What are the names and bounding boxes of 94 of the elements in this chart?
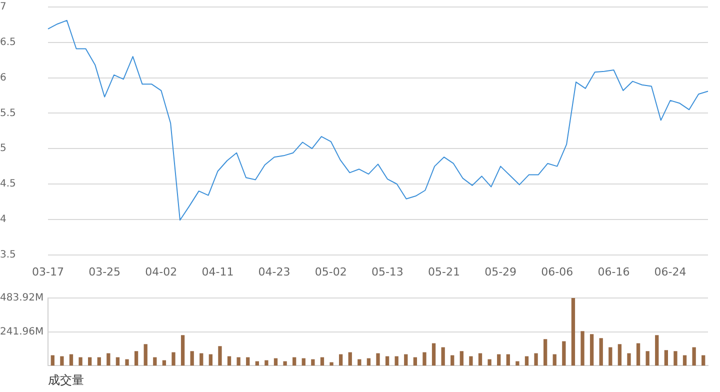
- bar: [534, 353, 538, 366]
- bar: [78, 357, 82, 366]
- bar: [50, 355, 54, 366]
- bar: [571, 298, 576, 366]
- bar: [338, 354, 343, 366]
- bar: [394, 356, 398, 366]
- bar: [208, 354, 213, 366]
- bar: [153, 357, 157, 366]
- y-tick-label: 4: [0, 214, 6, 225]
- bar: [636, 343, 640, 366]
- bar: [330, 362, 334, 366]
- y-tick-label: 7: [0, 2, 6, 13]
- bar: [246, 357, 250, 366]
- bar: [627, 353, 631, 366]
- x-tick-label: 04-02: [145, 265, 178, 278]
- x-tick-label: 05-02: [314, 265, 347, 278]
- bar: [450, 355, 454, 366]
- bar: [580, 331, 584, 366]
- bar: [106, 353, 110, 366]
- y-tick-label: 241.96M: [0, 326, 44, 338]
- bar: [302, 358, 306, 366]
- x-tick-label: 06-24: [654, 265, 686, 278]
- bar: [190, 351, 194, 366]
- bar: [144, 344, 148, 366]
- y-tick-label: 5.5: [0, 108, 16, 119]
- bar: [88, 357, 92, 366]
- bar: [441, 347, 445, 366]
- bar: [674, 351, 678, 366]
- bar: [497, 354, 501, 366]
- bar: [320, 357, 324, 366]
- bar: [69, 354, 74, 366]
- bar: [562, 341, 566, 366]
- bar: [227, 356, 232, 366]
- x-tick-label: 06-16: [598, 265, 630, 278]
- bar: [218, 346, 222, 366]
- bar: [97, 357, 101, 366]
- bar: [599, 338, 603, 366]
- bar: [488, 359, 492, 366]
- bar: [618, 344, 622, 366]
- bar: [422, 352, 426, 366]
- bar: [404, 354, 408, 366]
- bar: [125, 359, 129, 366]
- bar: [524, 356, 529, 366]
- bar: [469, 356, 473, 366]
- bar: [366, 358, 371, 366]
- y-tick-label: 6.5: [0, 36, 16, 48]
- bar: [646, 351, 650, 366]
- bar: [180, 335, 185, 366]
- x-tick-label: 04-11: [202, 265, 234, 278]
- y-tick-label: 3.5: [0, 249, 16, 260]
- bar: [460, 351, 464, 366]
- bar: [432, 343, 436, 366]
- bar: [348, 352, 352, 366]
- bar: [274, 358, 278, 366]
- y-tick-label: 483.92M: [0, 292, 44, 304]
- y-tick-label: 6: [0, 72, 6, 84]
- bar: [292, 357, 296, 366]
- y-tick-label: 4.5: [0, 178, 16, 190]
- bar: [172, 352, 176, 366]
- bar: [134, 351, 138, 366]
- x-tick-label: 06-06: [541, 265, 574, 278]
- bar: [608, 347, 612, 366]
- x-tick-label: 04-23: [258, 265, 290, 278]
- bar: [516, 361, 520, 366]
- x-axis-title: 成交量: [48, 372, 84, 387]
- x-tick-label: 05-13: [371, 265, 404, 278]
- bar: [358, 359, 362, 366]
- bar: [376, 353, 380, 366]
- bar: [264, 360, 268, 366]
- x-tick-label: 05-21: [428, 265, 460, 278]
- bar: [60, 356, 64, 366]
- bar: [692, 347, 696, 366]
- bar: [413, 357, 418, 366]
- x-tick-label: 05-29: [484, 265, 517, 278]
- bar: [116, 357, 120, 366]
- x-tick-label: 03-25: [88, 265, 121, 278]
- bar: [682, 355, 687, 366]
- bar: [655, 335, 659, 366]
- bar: [506, 354, 510, 366]
- bar: [552, 354, 556, 366]
- bar: [385, 356, 390, 366]
- bar: [200, 353, 204, 366]
- x-tick-label: 03-17: [32, 265, 64, 278]
- bar: [478, 353, 482, 366]
- bar: [236, 357, 240, 366]
- bar: [543, 339, 548, 366]
- bar: [162, 360, 166, 366]
- bar: [590, 334, 594, 366]
- bar: [311, 359, 315, 366]
- bar: [702, 355, 706, 366]
- bar: [664, 350, 668, 366]
- bar: [283, 361, 287, 366]
- y-tick-label: 5: [0, 143, 6, 154]
- bar: [255, 361, 259, 366]
